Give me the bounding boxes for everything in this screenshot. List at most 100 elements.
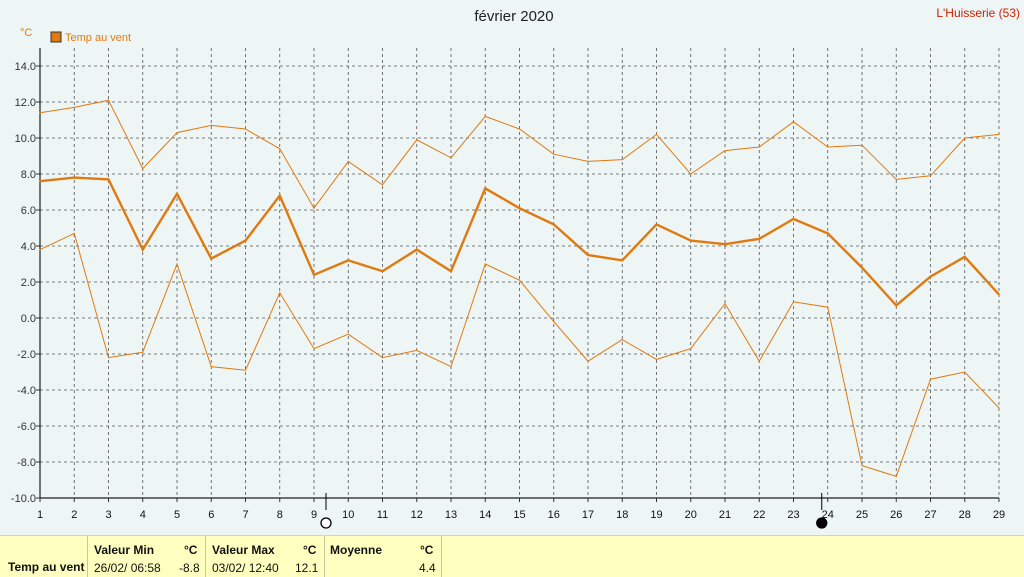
data-point-min [142,351,144,353]
y-tick-label: 4.0 [21,241,36,253]
avg-value: 4.4 [419,561,436,575]
x-tick-label: 28 [959,509,971,521]
data-point-min [484,263,486,265]
data-point-max [998,133,1000,135]
x-tick-label: 7 [242,509,248,521]
data-point-mean [210,258,212,260]
data-point-max [381,184,384,186]
legend-swatch [50,31,62,43]
x-tick-label: 3 [105,509,111,521]
x-tick-label: 19 [650,509,662,521]
stats-min-cell: Valeur Min °C 26/02/ 06:58 -8.8 [88,536,206,577]
data-point-mean [73,177,75,179]
x-tick-label: 12 [411,509,423,521]
data-point-mean [176,193,178,195]
y-tick-label: -10.0 [11,493,36,505]
x-tick-label: 18 [616,509,628,521]
data-point-min [587,360,589,362]
min-time: 26/02/ 06:58 [94,561,161,575]
data-point-max [484,115,486,117]
max-time: 03/02/ 12:40 [212,561,279,575]
data-point-max [792,121,795,123]
data-point-mean [347,259,349,261]
x-tick-label: 21 [719,509,731,521]
data-point-min [347,333,349,335]
data-point-mean [107,178,110,180]
min-header: Valeur Min [94,543,155,557]
data-point-min [450,366,452,368]
x-tick-label: 8 [277,509,283,521]
data-point-min [964,371,966,373]
data-point-max [210,124,212,126]
data-point-max [827,146,829,148]
data-point-max [964,137,966,139]
data-point-mean [244,240,247,242]
x-tick-label: 14 [479,509,491,521]
data-point-mean [279,195,281,197]
x-tick-label: 1 [37,509,43,521]
y-tick-label: -8.0 [17,457,36,469]
data-point-mean [655,223,658,225]
data-point-max [758,146,760,148]
temperature-chart: février 2020 L'Huisserie (53) °C Temp au… [11,6,1020,529]
data-point-min [621,339,623,341]
data-point-max [621,159,623,161]
new-moon-icon [816,517,828,529]
data-point-mean [518,207,521,209]
x-tick-label: 27 [924,509,936,521]
max-header: Valeur Max [212,543,275,557]
data-point-max [553,153,555,155]
data-point-min [655,358,658,360]
x-tick-label: 10 [342,509,354,521]
data-point-max [655,133,658,135]
x-tick-label: 6 [208,509,214,521]
data-point-mean [621,259,623,261]
data-point-max [39,112,41,114]
data-point-max [861,144,863,146]
data-point-mean [39,180,41,182]
data-point-min [792,301,795,303]
x-tick-label: 29 [993,509,1005,521]
x-tick-label: 15 [513,509,525,521]
data-point-mean [381,270,384,272]
avg-header: Moyenne [330,543,383,557]
data-point-min [244,369,247,371]
x-tick-label: 20 [685,509,697,521]
stats-panel: Temp au vent Valeur Min °C 26/02/ 06:58 … [0,535,1024,577]
data-point-max [279,148,281,150]
data-point-max [107,99,110,101]
x-tick-label: 23 [787,509,799,521]
y-tick-label: 6.0 [21,205,36,217]
y-tick-label: 10.0 [15,133,36,145]
data-point-mean [553,223,555,225]
location-label: L'Huisserie (53) [936,6,1020,20]
data-point-max [690,173,692,175]
data-point-min [553,321,555,323]
data-point-min [176,263,178,265]
y-tick-label: 2.0 [21,277,36,289]
x-tick-label: 4 [140,509,146,521]
data-point-min [39,249,41,251]
data-point-mean [758,238,760,240]
data-point-mean [690,240,692,242]
data-point-max [895,178,897,180]
y-tick-label: 12.0 [15,97,36,109]
avg-unit: °C [420,543,434,557]
x-tick-label: 24 [822,509,834,521]
x-tick-label: 9 [311,509,317,521]
data-point-min [416,349,418,351]
x-tick-label: 22 [753,509,765,521]
y-tick-label: 14.0 [15,61,36,73]
y-tick-label: 0.0 [21,313,36,325]
data-point-min [758,360,760,362]
x-tick-label: 11 [377,509,388,521]
x-tick-label: 16 [548,509,560,521]
max-unit: °C [303,543,317,557]
data-point-mean [313,274,315,276]
y-tick-label: -6.0 [17,421,36,433]
data-point-min [690,348,692,350]
plot-area: -10.0 -8.0 -6.0 -4.0 -2.0 0.0 2.0 4.0 6.0 8.0 10.0… [11,48,1005,529]
data-point-max [518,128,521,130]
full-moon-icon [320,517,332,529]
data-point-min [895,475,897,477]
